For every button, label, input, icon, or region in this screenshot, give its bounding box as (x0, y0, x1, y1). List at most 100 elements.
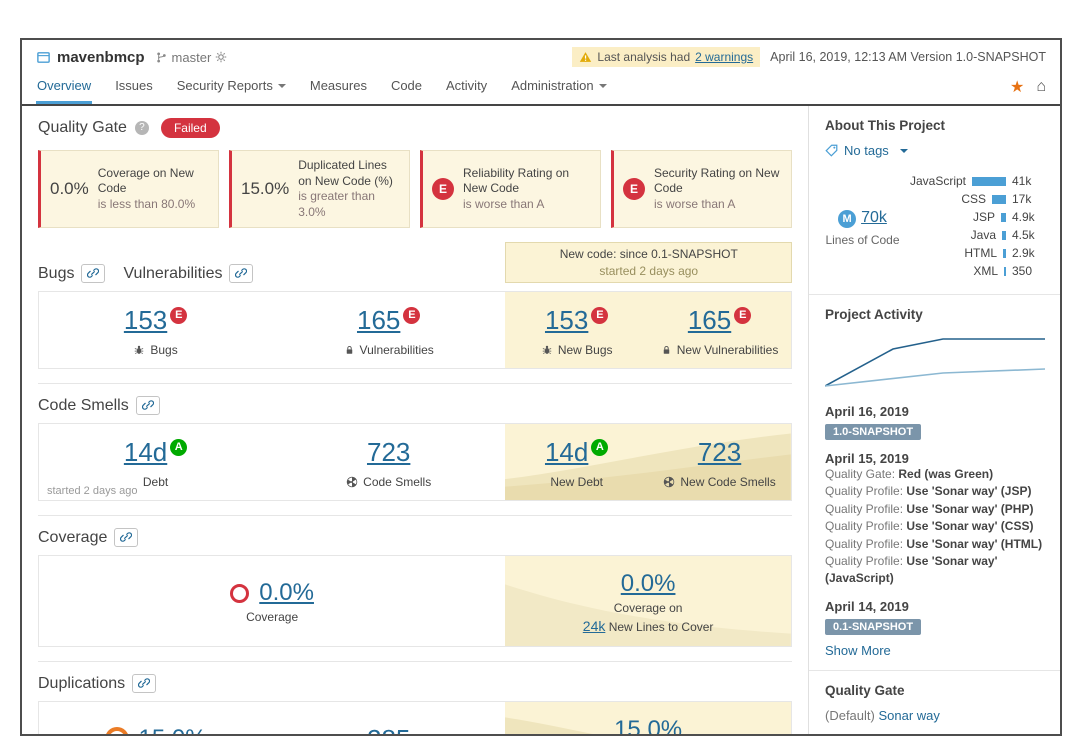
new-vulnerabilities-count[interactable]: 165 (687, 304, 732, 335)
vulnerabilities-count[interactable]: 165 (356, 304, 401, 335)
condition-metric: Security Rating on New Code (654, 165, 780, 196)
tab-activity[interactable]: Activity (446, 78, 488, 93)
help-icon[interactable] (134, 121, 149, 135)
event-value: Use 'Sonar way' (HTML) (906, 536, 1043, 551)
branch-name[interactable]: master (171, 49, 212, 65)
section-bugs-vulnerabilities: Bugs Vulnerabilities New code: since 0.1… (38, 242, 792, 369)
condition-card-duplications[interactable]: 15.0% Duplicated Lines on New Code (%) i… (229, 150, 410, 229)
code-smells-count[interactable]: 723 (366, 436, 411, 467)
condition-metric: Coverage on New Code (97, 165, 194, 196)
overview-main: Quality Gate Failed 0.0% Coverage on New… (22, 106, 808, 734)
code-smell-icon (346, 476, 358, 488)
condition-value: 15.0% (241, 179, 290, 199)
language-value: 4.5k (1012, 228, 1035, 242)
event-item: Quality Profile: Use 'Sonar way' (HTML) (825, 536, 1044, 553)
code-smells-title: Code Smells (38, 396, 129, 414)
sidebar-quality-gate-title: Quality Gate (825, 682, 905, 698)
tags-dropdown[interactable]: No tags (825, 143, 1044, 158)
analysis-warning: Last analysis had 2 warnings (572, 47, 761, 67)
favorite-star-icon[interactable] (1010, 77, 1024, 97)
event-date: April 15, 2019 (825, 451, 909, 466)
quality-gate-status-badge: Failed (160, 118, 220, 138)
new-bugs-label: New Bugs (557, 342, 613, 357)
duplications-title: Duplications (38, 674, 126, 692)
size-rating-badge: M (838, 210, 857, 228)
new-code-period-note: New code: since 0.1-SNAPSHOT started 2 d… (505, 242, 792, 283)
new-lines-to-cover-count[interactable]: 24k (582, 617, 606, 634)
coverage-history-link-button[interactable] (114, 527, 139, 547)
event-prefix: Quality Profile: (825, 484, 904, 499)
tab-measures[interactable]: Measures (309, 78, 367, 93)
new-code-smells-count[interactable]: 723 (697, 436, 742, 467)
vulnerabilities-label: Vulnerabilities (359, 342, 434, 357)
tab-issues[interactable]: Issues (115, 78, 153, 93)
activity-sparkline-chart (824, 338, 1046, 387)
vulnerabilities-history-link-button[interactable] (229, 263, 254, 283)
condition-card-security[interactable]: E Security Rating on New Code is worse t… (611, 150, 792, 229)
debt-value[interactable]: 14d (123, 436, 168, 467)
coverage-donut-icon (230, 583, 250, 603)
event-prefix: Quality Profile: (825, 553, 904, 568)
event-prefix: Quality Gate: (825, 467, 896, 481)
home-icon[interactable] (1036, 78, 1046, 96)
about-title: About This Project (825, 118, 946, 133)
project-activity-title: Project Activity (825, 307, 923, 322)
new-duplications-value[interactable]: 15.0% (614, 715, 683, 734)
bug-icon (133, 344, 145, 356)
language-name: Java (970, 228, 996, 242)
condition-threshold: is less than 80.0% (97, 196, 196, 211)
event-prefix: Quality Profile: (825, 519, 904, 534)
bug-icon (541, 344, 553, 356)
gear-icon[interactable] (215, 51, 227, 63)
event-item: Quality Profile: Use 'Sonar way' (CSS) (825, 518, 1044, 535)
new-debt-value[interactable]: 14d (544, 436, 589, 467)
language-name: CSS (961, 192, 986, 206)
condition-metric: Duplicated Lines on New Code (%) (298, 158, 393, 188)
debt-label: Debt (142, 474, 169, 489)
language-value: 41k (1012, 174, 1032, 188)
section-code-smells: Code Smells 14d A Debt 723 (38, 382, 792, 501)
tab-administration[interactable]: Administration (510, 72, 607, 104)
quality-gate-title: Quality Gate (38, 119, 127, 136)
bugs-history-link-button[interactable] (81, 263, 106, 283)
tab-code[interactable]: Code (390, 78, 423, 93)
lines-of-code-value[interactable]: 70k (861, 209, 887, 226)
event-value: Use 'Sonar way' (PHP) (906, 501, 1034, 516)
new-coverage-value[interactable]: 0.0% (620, 569, 676, 597)
event-prefix: Quality Profile: (825, 501, 904, 516)
warnings-link[interactable]: 2 warnings (695, 50, 754, 64)
show-more-link[interactable]: Show More (825, 642, 891, 658)
duplications-history-link-button[interactable] (132, 673, 157, 693)
version-badge: 0.1-SNAPSHOT (825, 618, 922, 635)
language-value: 350 (1012, 264, 1033, 278)
version-badge: 1.0-SNAPSHOT (825, 424, 922, 440)
quality-gate-link[interactable]: Sonar way (878, 707, 940, 723)
new-code-smells-label: New Code Smells (680, 474, 776, 489)
event-value: Use 'Sonar way' (JSP) (906, 484, 1032, 499)
language-name: XML (973, 264, 998, 278)
tab-overview[interactable]: Overview (36, 72, 93, 104)
duplications-donut-icon (104, 727, 129, 734)
event-item: Quality Profile: Use 'Sonar way' (JavaSc… (825, 553, 1044, 588)
condition-value: 0.0% (50, 179, 89, 199)
coverage-value[interactable]: 0.0% (259, 579, 314, 607)
divider (809, 294, 1060, 295)
duplications-value[interactable]: 15.0% (139, 725, 207, 734)
bugs-count[interactable]: 153 (123, 304, 168, 335)
section-duplications: Duplications 15.0% Duplications (38, 660, 792, 734)
tab-security-reports[interactable]: Security Reports (176, 72, 287, 104)
new-debt-label: New Debt (550, 474, 604, 489)
duplicated-blocks-count[interactable]: 285 (367, 724, 410, 734)
vulnerabilities-title: Vulnerabilities (123, 264, 223, 282)
event-item: Quality Gate: Red (was Green) (825, 466, 1044, 483)
project-name[interactable]: mavenbmcp (57, 48, 145, 66)
condition-card-reliability[interactable]: E Reliability Rating on New Code is wors… (420, 150, 601, 229)
language-bar (1001, 212, 1006, 222)
language-row: CSS 17k (910, 192, 1044, 206)
branch-icon (155, 51, 168, 64)
condition-card-coverage[interactable]: 0.0% Coverage on New Code is less than 8… (38, 150, 219, 229)
new-debt-rating-badge: A (591, 438, 609, 456)
new-bugs-count[interactable]: 153 (544, 304, 589, 335)
rating-badge: E (432, 178, 454, 201)
code-smells-history-link-button[interactable] (135, 395, 160, 415)
